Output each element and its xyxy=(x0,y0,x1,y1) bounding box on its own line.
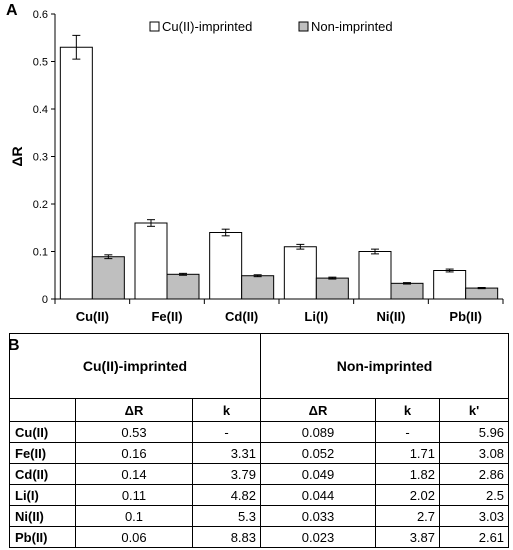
corner-cell xyxy=(9,398,76,422)
table-cell: 3.79 xyxy=(191,463,262,485)
table-cell: 1.71 xyxy=(375,442,441,464)
y-axis-label: ΔR xyxy=(9,146,25,166)
table-cell: 2.7 xyxy=(375,505,441,527)
x-tick-label: Ni(II) xyxy=(377,309,406,324)
bar-non-imprinted xyxy=(241,275,275,300)
y-tick-label: 0.5 xyxy=(33,57,48,69)
col-header-k-imprinted: k xyxy=(191,398,262,422)
table-cell: 1.82 xyxy=(375,463,441,485)
bar-imprinted xyxy=(59,46,93,300)
table-cell: - xyxy=(375,421,441,443)
row-ion-label: Cd(II) xyxy=(9,463,76,485)
table-cell: 2.02 xyxy=(375,484,441,506)
bar-non-imprinted xyxy=(166,273,200,300)
y-tick-label: 0.3 xyxy=(33,152,48,164)
row-ion-label: Li(I) xyxy=(9,484,76,506)
table-cell: 2.86 xyxy=(439,463,510,485)
row-ion-label: Fe(II) xyxy=(9,442,76,464)
bar-non-imprinted xyxy=(91,256,125,300)
y-tick-label: 0.1 xyxy=(33,247,48,259)
table-row: Pb(II) 0.06 8.83 0.023 3.87 2.61 xyxy=(9,526,510,548)
y-tick-label: 0.4 xyxy=(33,104,48,116)
row-ion-label: Ni(II) xyxy=(9,505,76,527)
table-cell: 0.033 xyxy=(260,505,377,527)
table-row: Cu(II) 0.53 - 0.089 - 5.96 xyxy=(9,421,510,443)
y-tick-label: 0 xyxy=(42,294,48,306)
table-cell: 0.044 xyxy=(260,484,377,506)
table-cell: 3.87 xyxy=(375,526,441,548)
bar-non-imprinted xyxy=(465,287,499,300)
y-tick-label: 0.6 xyxy=(33,9,48,21)
table-cell: 0.089 xyxy=(260,421,377,443)
bar-imprinted xyxy=(358,251,392,300)
table-cell: 0.11 xyxy=(75,484,193,506)
table-cell: 0.1 xyxy=(75,505,193,527)
table-cell: 4.82 xyxy=(191,484,262,506)
x-tick-label: Cu(II) xyxy=(76,309,109,324)
bar-imprinted xyxy=(134,222,168,300)
table-cell: 0.53 xyxy=(75,421,193,443)
table-cell: 3.31 xyxy=(191,442,262,464)
panel-b-label: B xyxy=(8,337,20,354)
x-tick-label: Cd(II) xyxy=(225,309,258,324)
table-cell: 5.3 xyxy=(191,505,262,527)
table-cell: - xyxy=(191,421,262,443)
x-tick-label: Pb(II) xyxy=(449,309,482,324)
table-row: Cd(II) 0.14 3.79 0.049 1.82 2.86 xyxy=(9,463,510,485)
legend-swatch xyxy=(298,21,309,32)
group-header-non-imprinted: Non-imprinted xyxy=(260,333,510,399)
bar-non-imprinted xyxy=(315,277,349,300)
table-cell: 8.83 xyxy=(191,526,262,548)
table-row: Ni(II) 0.1 5.3 0.033 2.7 3.03 xyxy=(9,505,510,527)
bar-imprinted xyxy=(209,232,243,300)
table-cell: 0.049 xyxy=(260,463,377,485)
table-cell: 0.16 xyxy=(75,442,193,464)
group-header-imprinted: Cu(II)-imprinted xyxy=(8,333,262,399)
legend-label: Non-imprinted xyxy=(311,19,393,34)
table-cell: 2.61 xyxy=(439,526,510,548)
table-column-header-row: ΔR k ΔR k k' xyxy=(9,398,510,422)
legend-label: Cu(II)-imprinted xyxy=(162,19,252,34)
x-tick-label: Li(I) xyxy=(304,309,328,324)
table-group-header-row: Cu(II)-imprinted Non-imprinted xyxy=(8,333,510,399)
bar-chart: ΔR 0 0.1 0.2 0.3 0.4 0.5 0.6 Cu(II) Fe(II) Cd(II) L… xyxy=(9,9,504,324)
col-header-k-non-imprinted: k xyxy=(375,398,441,422)
table-cell: 0.052 xyxy=(260,442,377,464)
table-row: Li(I) 0.11 4.82 0.044 2.02 2.5 xyxy=(9,484,510,506)
bar-imprinted xyxy=(283,246,317,300)
table-cell: 5.96 xyxy=(439,421,510,443)
results-table: Cu(II)-imprinted Non-imprinted ΔR k ΔR k… xyxy=(8,333,510,548)
col-header-k-prime: k' xyxy=(439,398,510,422)
table-cell: 0.14 xyxy=(75,463,193,485)
row-ion-label: Pb(II) xyxy=(9,526,76,548)
table-cell: 0.023 xyxy=(260,526,377,548)
col-header-delta-r-non-imprinted: ΔR xyxy=(260,398,377,422)
bar-non-imprinted xyxy=(390,282,424,300)
col-header-delta-r-imprinted: ΔR xyxy=(75,398,193,422)
panel-a-label: A xyxy=(6,2,18,19)
row-ion-label: Cu(II) xyxy=(9,421,76,443)
legend-swatch xyxy=(149,21,160,32)
table-row: Fe(II) 0.16 3.31 0.052 1.71 3.08 xyxy=(9,442,510,464)
table-cell: 0.06 xyxy=(75,526,193,548)
x-tick-label: Fe(II) xyxy=(151,309,182,324)
table-cell: 2.5 xyxy=(439,484,510,506)
table-cell: 3.08 xyxy=(439,442,510,464)
bar-imprinted xyxy=(433,270,467,300)
table-cell: 3.03 xyxy=(439,505,510,527)
y-tick-label: 0.2 xyxy=(33,199,48,211)
